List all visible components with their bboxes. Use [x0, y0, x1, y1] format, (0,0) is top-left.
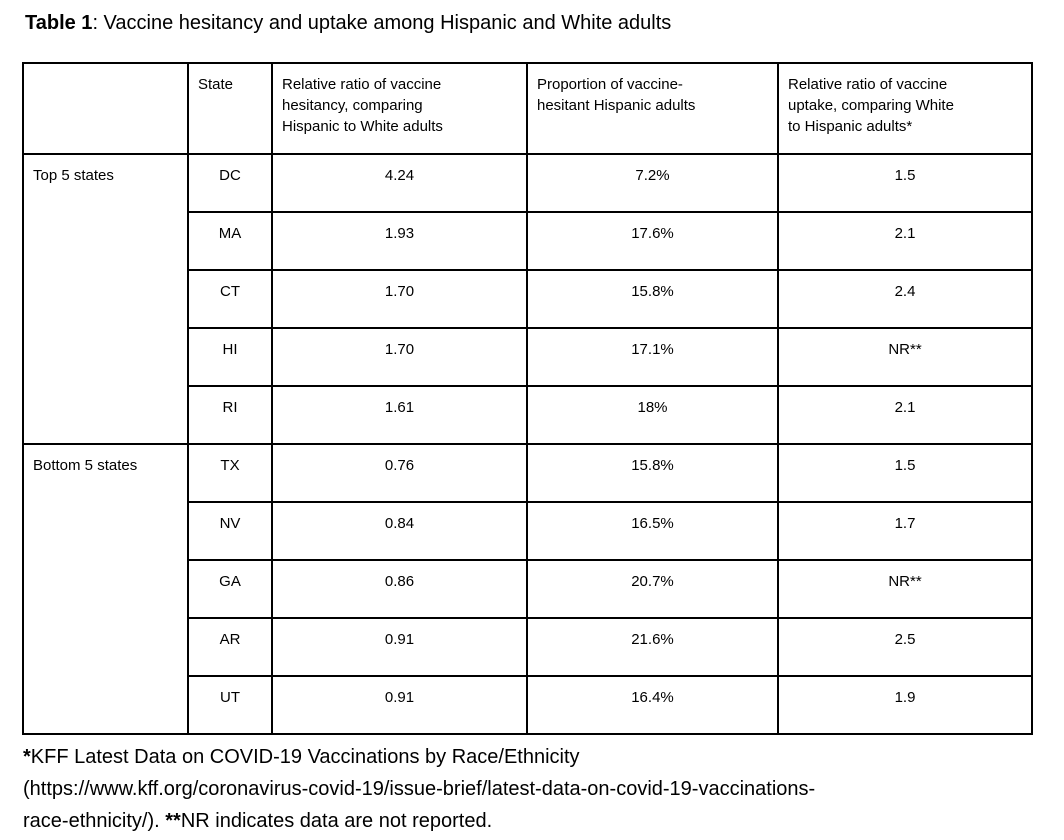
hesitant-proportion-cell: 21.6%	[526, 617, 779, 677]
hesitant-proportion-cell: 16.5%	[526, 501, 779, 561]
header-cell-group	[22, 62, 189, 155]
uptake-ratio-cell: 1.9	[777, 675, 1033, 735]
page-title: Table 1: Vaccine hesitancy and uptake am…	[25, 10, 1064, 36]
uptake-ratio-cell: 2.5	[777, 617, 1033, 677]
table-row: MA 1.93 17.6% 2.1	[23, 211, 1033, 271]
hesitant-proportion-cell: 7.2%	[526, 153, 779, 213]
hesitant-proportion-cell: 16.4%	[526, 675, 779, 735]
hesitancy-ratio-cell: 0.84	[271, 501, 528, 561]
state-cell: RI	[187, 385, 273, 445]
footnote-double-asterisk: **	[165, 810, 181, 832]
hesitancy-ratio-cell: 0.91	[271, 675, 528, 735]
header-cell-hesitancy-ratio: Relative ratio of vaccine hesitancy, comp…	[271, 62, 528, 155]
hesitant-proportion-cell: 18%	[526, 385, 779, 445]
footnote-line-3: race-ethnicity/). **NR indicates data ar…	[23, 805, 1064, 837]
state-cell: GA	[187, 559, 273, 619]
footnote-line-2: (https://www.kff.org/coronavirus-covid-1…	[23, 773, 1064, 805]
footnote-url-text: (https://www.kff.org/coronavirus-covid-1…	[23, 778, 816, 800]
state-cell: TX	[187, 443, 273, 503]
footnote: *KFF Latest Data on COVID-19 Vaccination…	[23, 741, 1064, 837]
header-cell-uptake-ratio: Relative ratio of vaccine uptake, compari…	[777, 62, 1033, 155]
hesitancy-ratio-cell: 0.91	[271, 617, 528, 677]
state-cell: HI	[187, 327, 273, 387]
group-label-top-5-states: Top 5 states	[22, 153, 189, 445]
table-row: Top 5 states DC 4.24 7.2% 1.5	[22, 153, 1033, 445]
hesitant-proportion-cell: 17.6%	[526, 211, 779, 271]
state-cell: MA	[187, 211, 273, 271]
hesitant-proportion-cell: 17.1%	[526, 327, 779, 387]
hesitancy-ratio-cell: 0.76	[271, 443, 528, 503]
footnote-nr-text: NR indicates data are not reported.	[180, 810, 493, 832]
state-cell: UT	[187, 675, 273, 735]
header-cell-state: State	[187, 62, 273, 155]
table-row: RI 1.61 18% 2.1	[23, 385, 1033, 445]
table-row: CT 1.70 15.8% 2.4	[23, 269, 1033, 329]
state-cell: AR	[187, 617, 273, 677]
uptake-ratio-cell: 1.5	[777, 153, 1033, 213]
hesitancy-ratio-cell: 1.61	[271, 385, 528, 445]
header-row: State Relative ratio of vaccine hesitancy…	[22, 62, 1033, 155]
hesitant-proportion-cell: 15.8%	[526, 269, 779, 329]
hesitancy-ratio-cell: 1.70	[271, 269, 528, 329]
table-row: NV 0.84 16.5% 1.7	[23, 501, 1033, 561]
footnote-url-end-text: race-ethnicity/).	[23, 810, 166, 832]
hesitant-proportion-cell: 20.7%	[526, 559, 779, 619]
table-row: AR 0.91 21.6% 2.5	[23, 617, 1033, 677]
uptake-ratio-cell: NR**	[777, 327, 1033, 387]
table-caption-number: Table 1	[25, 12, 93, 34]
header-cell-hesitant-proportion: Proportion of vaccine-hesitant Hispanic …	[526, 62, 779, 155]
table-row: Bottom 5 states TX 0.76 15.8% 1.5	[22, 443, 1033, 735]
uptake-ratio-cell: 1.5	[777, 443, 1033, 503]
uptake-ratio-cell: 1.7	[777, 501, 1033, 561]
table-caption-text: : Vaccine hesitancy and uptake among His…	[92, 12, 672, 34]
group-label-bottom-5-states: Bottom 5 states	[22, 443, 189, 735]
table-row: HI 1.70 17.1% NR**	[23, 327, 1033, 387]
footnote-line-1: *KFF Latest Data on COVID-19 Vaccination…	[23, 741, 1064, 773]
hesitant-proportion-cell: 15.8%	[526, 443, 779, 503]
uptake-ratio-cell: 2.1	[777, 211, 1033, 271]
table-row: GA 0.86 20.7% NR**	[23, 559, 1033, 619]
state-cell: DC	[187, 153, 273, 213]
hesitancy-ratio-cell: 1.93	[271, 211, 528, 271]
state-cell: NV	[187, 501, 273, 561]
footnote-source-text: KFF Latest Data on COVID-19 Vaccinations…	[30, 746, 580, 768]
hesitancy-ratio-cell: 0.86	[271, 559, 528, 619]
uptake-ratio-cell: 2.1	[777, 385, 1033, 445]
uptake-ratio-cell: 2.4	[777, 269, 1033, 329]
vaccine-hesitancy-table: State Relative ratio of vaccine hesitancy…	[22, 62, 1033, 735]
hesitancy-ratio-cell: 4.24	[271, 153, 528, 213]
table-row: UT 0.91 16.4% 1.9	[23, 675, 1033, 735]
state-cell: CT	[187, 269, 273, 329]
uptake-ratio-cell: NR**	[777, 559, 1033, 619]
footnote-asterisk: *	[23, 746, 31, 768]
hesitancy-ratio-cell: 1.70	[271, 327, 528, 387]
